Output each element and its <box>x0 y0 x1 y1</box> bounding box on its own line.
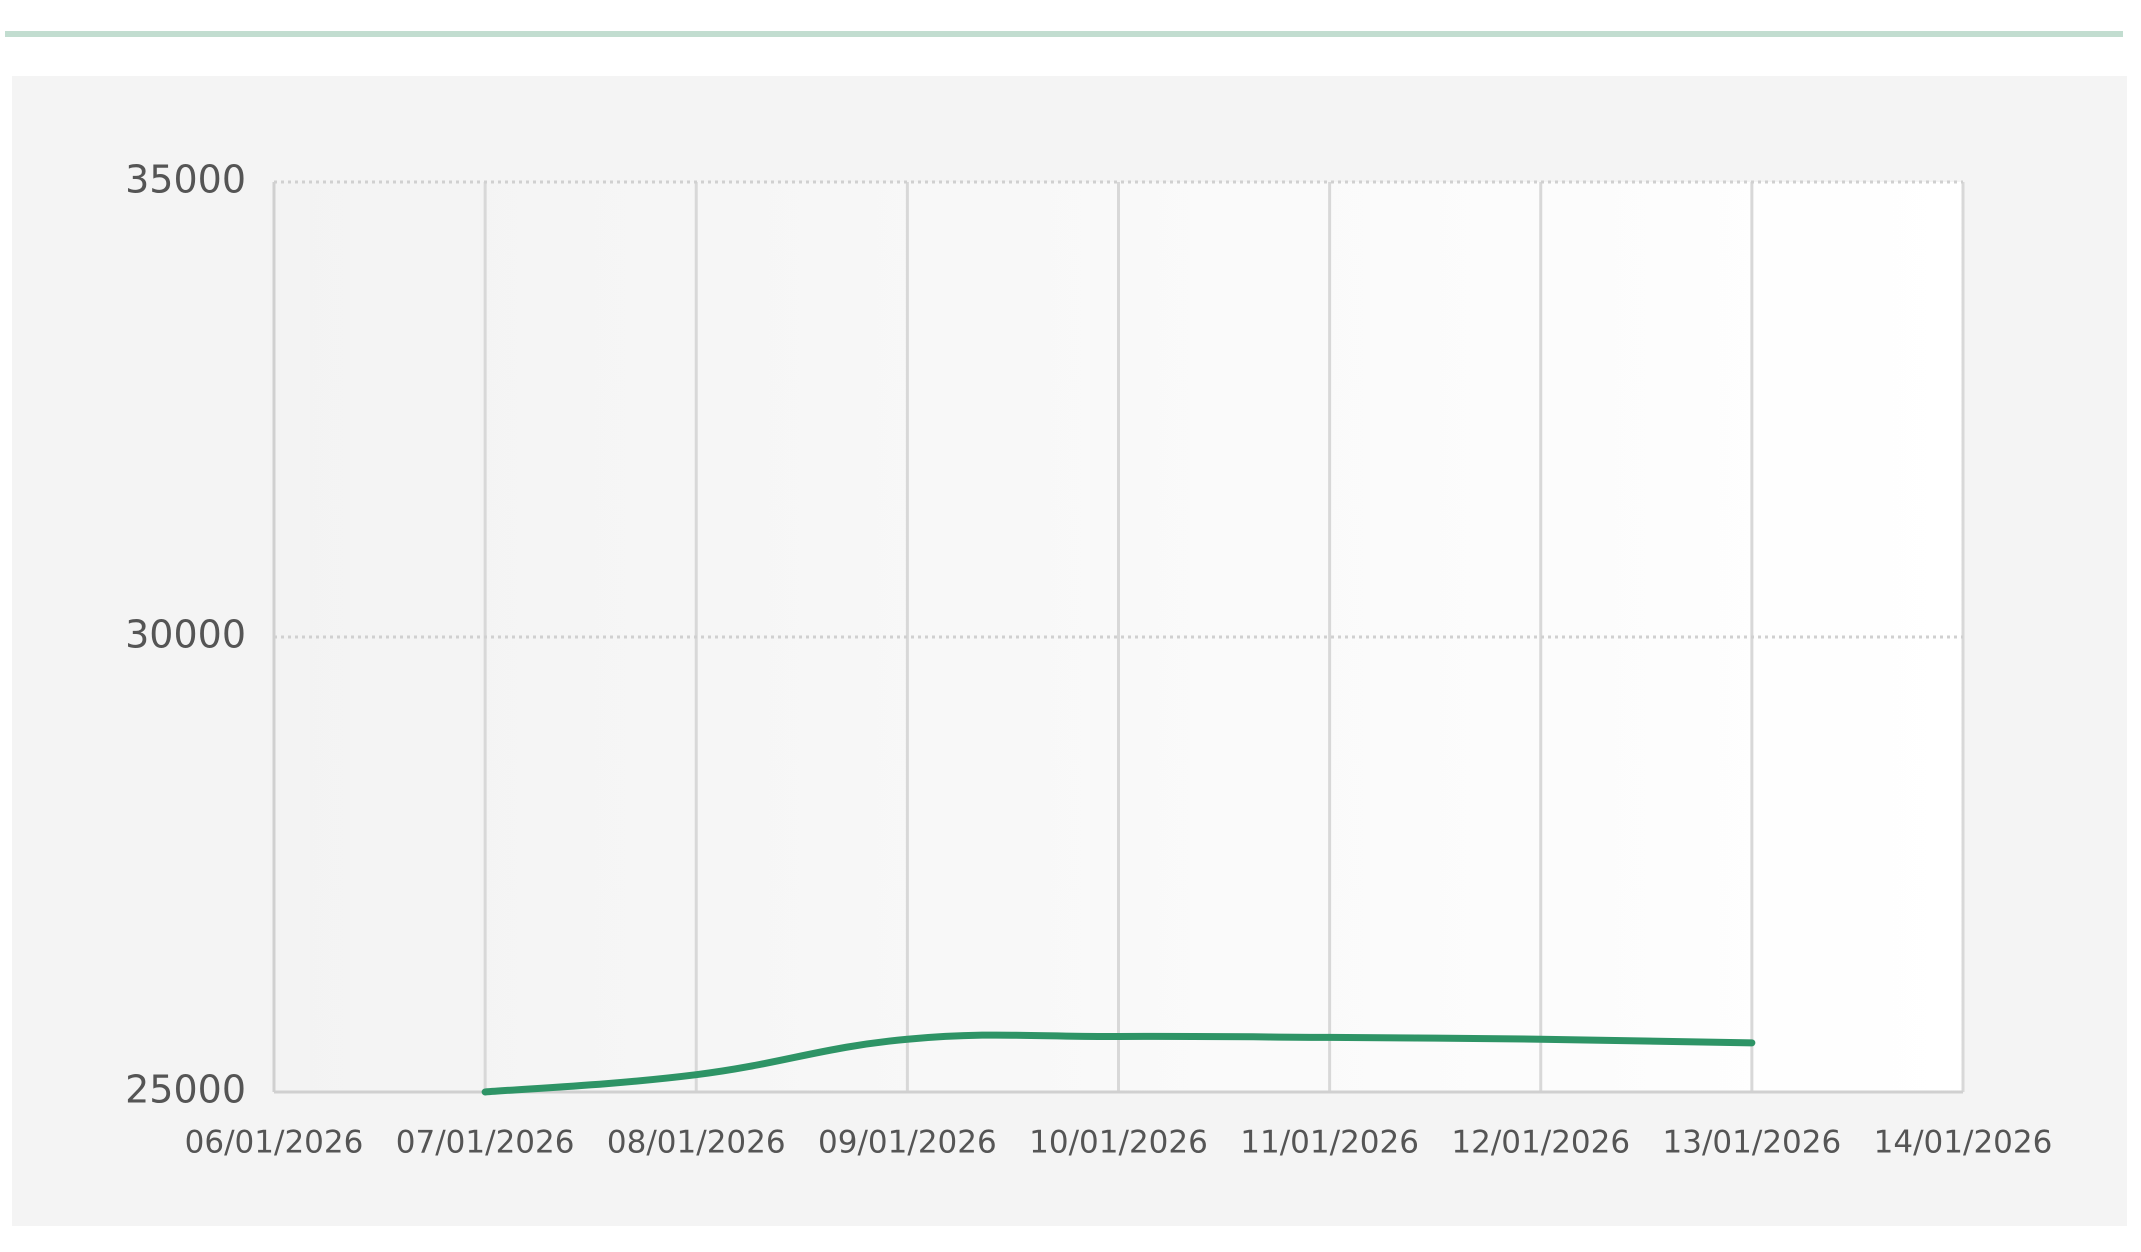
x-tick-label: 07/01/2026 <box>396 1125 575 1161</box>
x-tick-label: 08/01/2026 <box>607 1125 786 1161</box>
y-tick-label: 25000 <box>125 1068 246 1112</box>
x-tick-label: 13/01/2026 <box>1663 1125 1842 1161</box>
x-tick-label: 10/01/2026 <box>1029 1125 1208 1161</box>
x-tick-label: 12/01/2026 <box>1451 1125 1630 1161</box>
y-tick-label: 30000 <box>125 613 246 657</box>
x-tick-label: 06/01/2026 <box>185 1125 364 1161</box>
x-tick-label: 09/01/2026 <box>818 1125 997 1161</box>
data-line <box>481 1031 1756 1096</box>
y-tick-label: 35000 <box>125 158 246 202</box>
x-tick-label: 14/01/2026 <box>1874 1125 2053 1161</box>
x-tick-label: 11/01/2026 <box>1240 1125 1419 1161</box>
